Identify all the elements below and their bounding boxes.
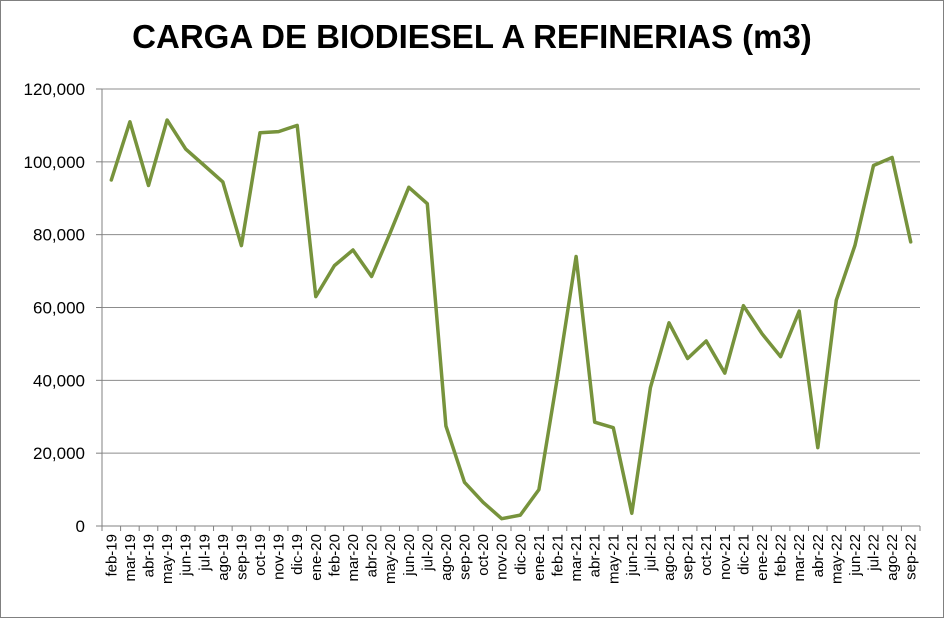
x-tick-label: feb-21 — [549, 534, 566, 577]
x-tick-label: jul-22 — [866, 534, 883, 572]
y-tick-label: 120,000 — [24, 80, 85, 99]
x-tick-label: sep-22 — [903, 534, 920, 580]
y-tick-labels: 0 20,000 40,000 60,000 80,000 100,000 120,000 — [24, 80, 85, 536]
x-tick-label: ene-21 — [531, 534, 548, 581]
x-tick-label: may-22 — [828, 534, 845, 584]
x-tick-label: may-19 — [159, 534, 176, 584]
x-tick-label: mar-22 — [791, 534, 808, 582]
y-tick-label: 40,000 — [33, 371, 85, 390]
x-tick-label: feb-20 — [326, 534, 343, 577]
chart-title: CARGA DE BIODIESEL A REFINERIAS (m3) — [132, 18, 812, 55]
x-tick-label: feb-19 — [103, 534, 120, 577]
x-tick-label: feb-22 — [773, 534, 790, 577]
x-tick-label: sep-19 — [233, 534, 250, 580]
y-tick-label: 80,000 — [33, 226, 85, 245]
x-tick-label: ene-20 — [308, 534, 325, 581]
x-tick-label: jul-21 — [642, 534, 659, 572]
gridlines — [102, 88, 920, 454]
x-tick-label: mar-20 — [345, 534, 362, 582]
series-layer — [109, 118, 913, 521]
x-tick-label: sep-21 — [680, 534, 697, 580]
y-tick-label: 20,000 — [33, 444, 85, 463]
x-tick-label: jun-20 — [401, 534, 418, 577]
x-tick-label: ago-20 — [438, 534, 455, 581]
x-tick-labels: feb-19 mar-19 abr-19 may-19 jun-19 jul-19 ago-… — [103, 534, 919, 584]
x-tick-label: nov-20 — [494, 534, 511, 580]
y-tick-label: 0 — [76, 517, 85, 536]
x-tick-label: jun-19 — [178, 534, 195, 577]
y-tick-label: 60,000 — [33, 299, 85, 318]
x-tick-label: abr-19 — [140, 534, 157, 577]
x-tick-label: nov-19 — [271, 534, 288, 580]
x-tick-label: oct-21 — [698, 534, 715, 576]
axes — [96, 88, 921, 531]
x-tick-label: oct-20 — [475, 534, 492, 576]
x-tick-label: mar-21 — [568, 534, 585, 582]
x-tick-label: abr-22 — [810, 534, 827, 577]
x-tick-label: ene-22 — [754, 534, 771, 581]
x-tick-label: dic-21 — [735, 534, 752, 575]
x-tick-label: jun-21 — [624, 534, 641, 577]
series-line — [109, 118, 913, 521]
y-tick-label: 100,000 — [24, 153, 85, 172]
x-tick-label: dic-19 — [289, 534, 306, 575]
x-tick-label: ago-21 — [661, 534, 678, 581]
x-tick-label: ago-22 — [884, 534, 901, 581]
x-tick-label: mar-19 — [122, 534, 139, 582]
x-tick-label: may-20 — [382, 534, 399, 584]
x-tick-label: dic-20 — [512, 534, 529, 575]
x-tick-label: oct-19 — [252, 534, 269, 576]
x-tick-label: may-21 — [605, 534, 622, 584]
x-tick-label: jul-20 — [419, 534, 436, 572]
x-tick-label: nov-21 — [717, 534, 734, 580]
x-tick-label: sep-20 — [457, 534, 474, 580]
x-tick-label: ago-19 — [215, 534, 232, 581]
x-tick-label: jun-22 — [847, 534, 864, 577]
x-tick-label: abr-20 — [364, 534, 381, 577]
x-tick-label: abr-21 — [587, 534, 604, 577]
x-tick-label: jul-19 — [196, 534, 213, 572]
